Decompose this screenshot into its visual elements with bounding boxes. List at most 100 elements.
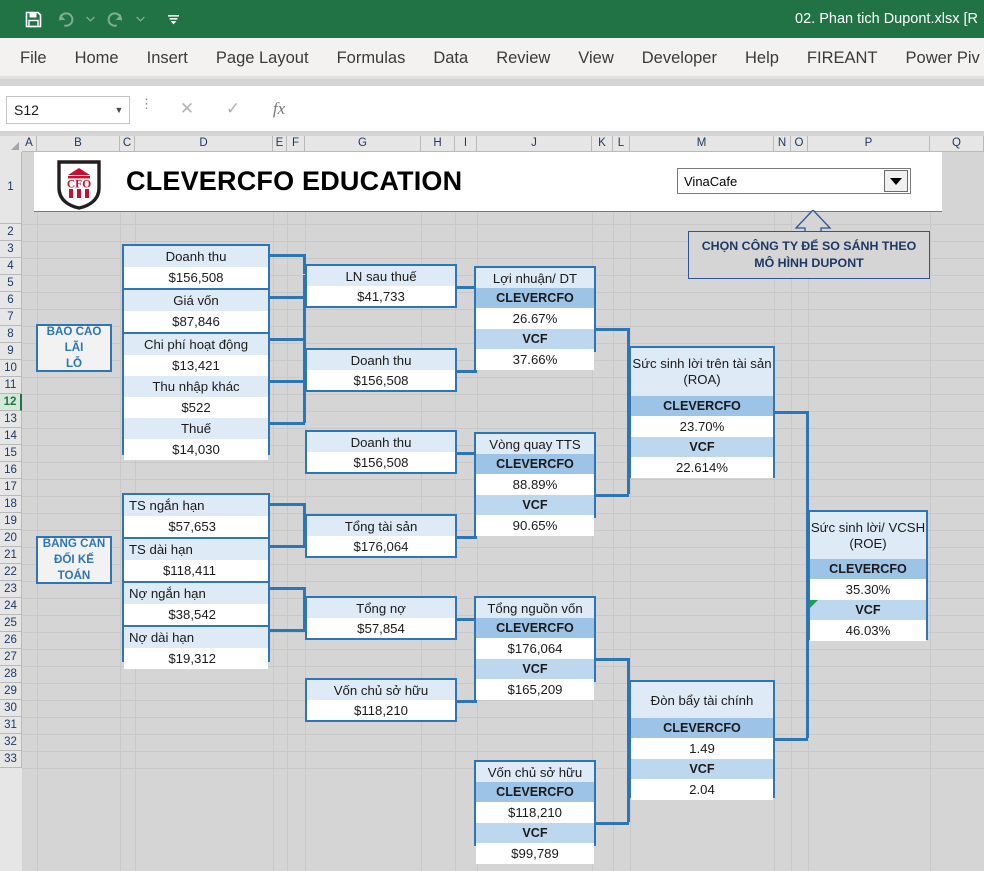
- column-header-h[interactable]: H: [421, 136, 455, 152]
- column-header-p[interactable]: P: [808, 136, 930, 152]
- row-header-13[interactable]: 13: [0, 411, 22, 428]
- node-roa-company-b-label: VCF: [631, 437, 773, 457]
- column-header-b[interactable]: B: [37, 136, 120, 152]
- bs-value-2: $38,542: [124, 604, 268, 625]
- node-owners-equity-value: $118,210: [307, 700, 455, 720]
- tab-review[interactable]: Review: [496, 49, 551, 67]
- row-header-32[interactable]: 32: [0, 734, 22, 751]
- row-header-25[interactable]: 25: [0, 615, 22, 632]
- formula-bar-grip[interactable]: ⋮: [140, 96, 153, 111]
- row-header-6[interactable]: 6: [0, 292, 22, 309]
- row-header-29[interactable]: 29: [0, 683, 22, 700]
- row-header-5[interactable]: 5: [0, 275, 22, 292]
- row-header-17[interactable]: 17: [0, 479, 22, 496]
- tab-developer[interactable]: Developer: [641, 49, 717, 67]
- save-icon[interactable]: [18, 4, 48, 34]
- node-total-assets: Tổng tài sản $176,064: [305, 514, 457, 558]
- tab-fireant[interactable]: FIREANT: [806, 49, 878, 67]
- tab-formulas[interactable]: Formulas: [336, 49, 406, 67]
- chevron-down-icon[interactable]: [884, 170, 908, 192]
- node-total-capital: Tổng nguồn vốn CLEVERCFO $176,064 VCF $1…: [474, 596, 596, 700]
- comment-indicator-icon[interactable]: [810, 600, 818, 608]
- row-header-30[interactable]: 30: [0, 700, 22, 717]
- name-box[interactable]: S12 ▼: [6, 96, 130, 124]
- row-header-9[interactable]: 9: [0, 343, 22, 360]
- enter-icon[interactable]: ✓: [225, 99, 241, 118]
- company-selector-dropdown[interactable]: VinaCafe: [677, 168, 911, 194]
- column-header-i[interactable]: I: [455, 136, 477, 152]
- row-header-31[interactable]: 31: [0, 717, 22, 734]
- select-all-corner[interactable]: [0, 136, 23, 153]
- column-header-a[interactable]: A: [22, 136, 37, 152]
- node-asset-turnover-company-b-label: VCF: [476, 495, 594, 515]
- row-header-11[interactable]: 11: [0, 377, 22, 394]
- customize-qat-icon[interactable]: [158, 4, 188, 34]
- tab-home[interactable]: Home: [74, 49, 119, 67]
- row-header-3[interactable]: 3: [0, 241, 22, 258]
- column-header-k[interactable]: K: [592, 136, 613, 152]
- is-value-1: $87,846: [124, 311, 268, 332]
- tab-data[interactable]: Data: [433, 49, 469, 67]
- row-header-24[interactable]: 24: [0, 598, 22, 615]
- redo-dropdown-icon[interactable]: [132, 4, 148, 34]
- row-header-2[interactable]: 2: [0, 224, 22, 241]
- node-profit-margin: Lợi nhuận/ DT CLEVERCFO 26.67% VCF 37.66…: [474, 266, 596, 370]
- formula-input[interactable]: [303, 96, 978, 122]
- worksheet-canvas[interactable]: CFO CLEVERCFO EDUCATION VinaCafe CHỌN CÔ…: [22, 152, 984, 871]
- node-profit-margin-title: Lợi nhuận/ DT: [476, 268, 594, 288]
- row-header-8[interactable]: 8: [0, 326, 22, 343]
- bs-label-0: TS ngắn hạn: [124, 495, 268, 516]
- row-header-1[interactable]: 1: [0, 152, 22, 224]
- cancel-icon[interactable]: ✕: [179, 99, 195, 118]
- row-header-20[interactable]: 20: [0, 530, 22, 547]
- row-header-10[interactable]: 10: [0, 360, 22, 377]
- connector-line: [455, 536, 477, 539]
- node-financial-leverage-title: Đòn bẩy tài chính: [631, 682, 773, 718]
- column-header-n[interactable]: N: [774, 136, 791, 152]
- column-header-d[interactable]: D: [135, 136, 273, 152]
- node-financial-leverage-company-b-label: VCF: [631, 759, 773, 779]
- connector-line: [455, 370, 477, 373]
- grid-column-line: [630, 152, 631, 871]
- row-header-4[interactable]: 4: [0, 258, 22, 275]
- node-revenue-turnover: Doanh thu $156,508: [305, 430, 457, 474]
- row-header-15[interactable]: 15: [0, 445, 22, 462]
- column-header-f[interactable]: F: [287, 136, 305, 152]
- column-header-o[interactable]: O: [791, 136, 808, 152]
- row-header-14[interactable]: 14: [0, 428, 22, 445]
- row-header-23[interactable]: 23: [0, 581, 22, 598]
- redo-icon[interactable]: [100, 4, 130, 34]
- row-header-16[interactable]: 16: [0, 462, 22, 479]
- row-header-19[interactable]: 19: [0, 513, 22, 530]
- column-header-e[interactable]: E: [273, 136, 287, 152]
- column-header-j[interactable]: J: [477, 136, 592, 152]
- tab-view[interactable]: View: [578, 49, 614, 67]
- row-header-27[interactable]: 27: [0, 649, 22, 666]
- column-header-l[interactable]: L: [613, 136, 630, 152]
- row-header-21[interactable]: 21: [0, 547, 22, 564]
- column-header-g[interactable]: G: [305, 136, 421, 152]
- row-header-12[interactable]: 12: [0, 394, 22, 411]
- tab-page-layout[interactable]: Page Layout: [215, 49, 309, 67]
- tab-help[interactable]: Help: [744, 49, 779, 67]
- row-header-28[interactable]: 28: [0, 666, 22, 683]
- row-header-18[interactable]: 18: [0, 496, 22, 513]
- row-header-22[interactable]: 22: [0, 564, 22, 581]
- node-total-assets-value: $176,064: [307, 536, 455, 556]
- row-header-7[interactable]: 7: [0, 309, 22, 326]
- node-net-profit: LN sau thuế $41,733: [305, 264, 457, 308]
- column-header-q[interactable]: Q: [930, 136, 984, 152]
- tab-file[interactable]: File: [20, 49, 47, 67]
- undo-dropdown-icon[interactable]: [82, 4, 98, 34]
- tab-insert[interactable]: Insert: [146, 49, 188, 67]
- row-header-33[interactable]: 33: [0, 751, 22, 768]
- row-header-26[interactable]: 26: [0, 632, 22, 649]
- column-header-c[interactable]: C: [120, 136, 135, 152]
- tab-power-pivot[interactable]: Power Piv: [905, 49, 980, 67]
- column-header-m[interactable]: M: [630, 136, 774, 152]
- connector-line: [270, 629, 305, 632]
- insert-function-icon[interactable]: fx: [272, 99, 286, 118]
- undo-icon[interactable]: [50, 4, 80, 34]
- bs-label-3: Nợ dài hạn: [124, 627, 268, 648]
- name-box-chevron-down-icon[interactable]: ▼: [114, 105, 124, 115]
